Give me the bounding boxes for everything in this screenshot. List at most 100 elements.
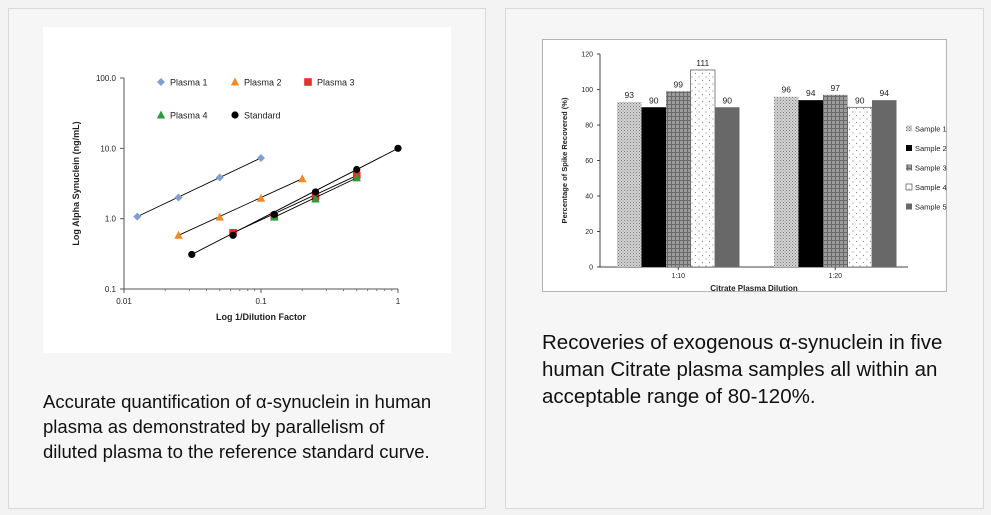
- y-tick-label: 80: [585, 123, 593, 130]
- legend-item: Plasma 4: [156, 110, 208, 121]
- data-point: [174, 193, 183, 202]
- parallelism-chart-svg: 0.1 1.0 10.0 100.0 0.01 0.1 1 Log 1/Dilution Fa…: [71, 74, 402, 322]
- series-plasma-4: [270, 173, 361, 221]
- legend-item: Sample 3: [906, 164, 947, 173]
- legend-label: Sample 5: [915, 203, 947, 212]
- x-axis-title: Log 1/Dilution Factor: [216, 312, 306, 322]
- series-trendline: [232, 175, 357, 234]
- y-tick-label: 60: [585, 158, 593, 165]
- series-trendline: [178, 178, 303, 236]
- bar: [641, 107, 666, 267]
- legend-swatch: [906, 145, 912, 151]
- legend-item: Plasma 3: [304, 78, 355, 88]
- data-point: [311, 188, 320, 196]
- data-point: [353, 165, 361, 174]
- bar-value-label: 99: [674, 79, 684, 89]
- legend-label: Standard: [244, 111, 281, 121]
- bar-value-label: 94: [880, 88, 890, 98]
- legend-item: Sample 1: [906, 125, 947, 134]
- legend-swatch: [906, 203, 912, 210]
- y-axis-title: Percentage of Spike Recovered (%): [560, 97, 569, 223]
- bar: [690, 69, 716, 268]
- data-point: [215, 212, 224, 221]
- legend-label: Sample 1: [915, 125, 947, 134]
- bar-value-label: 90: [649, 95, 659, 105]
- legend-item: Sample 4: [905, 183, 947, 192]
- legend-label: Sample 2: [915, 144, 947, 153]
- data-point: [311, 194, 320, 203]
- bar: [617, 101, 642, 267]
- series-trendline: [137, 157, 262, 218]
- data-point: [133, 212, 142, 221]
- legend-item: Plasma 2: [230, 77, 282, 88]
- data-point: [394, 144, 402, 152]
- legend-swatch: [905, 183, 913, 191]
- legend-marker: [304, 78, 312, 86]
- legend-marker: [157, 78, 165, 86]
- recovery-chart: 0 20 40 60 80 100 120 Percentage of Spike Recov…: [542, 39, 947, 294]
- bar-value-label: 96: [782, 85, 792, 95]
- x-tick-label: 0.1: [255, 297, 267, 306]
- right-panel: 0 20 40 60 80 100 120 Percentage of Spike Recov…: [505, 8, 984, 509]
- legend-item: Standard: [231, 111, 281, 121]
- caption-right: Recoveries of exogenous α-synuclein in f…: [542, 331, 943, 408]
- y-tick-label: 100: [581, 87, 593, 94]
- x-axis-title: Citrate Plasma Dilution: [710, 284, 798, 293]
- legend-label: Plasma 1: [170, 78, 208, 88]
- data-point: [298, 174, 307, 183]
- data-point: [270, 210, 278, 218]
- bar-value-label: 94: [806, 88, 816, 98]
- series-plasma-1: [133, 153, 265, 221]
- caption-left: Accurate quantification of α-synuclein i…: [43, 391, 432, 462]
- recovery-chart-svg: 0 20 40 60 80 100 120 Percentage of Spike Recov…: [560, 52, 947, 294]
- data-point: [188, 250, 196, 259]
- legend-label: Plasma 4: [170, 111, 208, 121]
- bar: [774, 96, 799, 267]
- y-axis-title: Log Alpha Synuclein (ng/mL): [71, 121, 81, 245]
- y-tick-label: 1.0: [105, 215, 117, 224]
- legend-label: Plasma 3: [317, 78, 355, 88]
- series-plasma-3: [229, 171, 361, 237]
- y-tick-label: 10.0: [100, 144, 116, 153]
- y-tick-label: 0: [589, 265, 593, 272]
- x-tick-label: 1: [396, 297, 401, 306]
- y-tick-label: 120: [581, 52, 593, 59]
- bar: [798, 100, 823, 268]
- y-tick-label: 40: [585, 194, 593, 201]
- legend-label: Sample 3: [915, 164, 947, 173]
- x-tick-label: 0.01: [116, 297, 132, 306]
- data-point: [215, 173, 224, 182]
- bar: [847, 106, 873, 268]
- bar: [823, 94, 848, 267]
- legend-item: Sample 2: [906, 144, 947, 153]
- bar: [666, 91, 691, 268]
- data-point: [257, 153, 265, 162]
- parallelism-chart: 0.1 1.0 10.0 100.0 0.01 0.1 1 Log 1/Dilution Fa…: [43, 27, 451, 353]
- legend-marker: [230, 77, 240, 86]
- legend-label: Plasma 2: [244, 78, 282, 88]
- series-standard: [188, 144, 402, 259]
- x-tick-label: 1:20: [828, 273, 842, 280]
- series-trendline: [191, 147, 399, 255]
- bar-value-label: 90: [723, 95, 733, 105]
- bar-value-label: 97: [831, 83, 841, 93]
- legend-marker: [156, 110, 166, 119]
- bar-value-label: 90: [855, 95, 865, 105]
- legend-item: Sample 5: [906, 203, 947, 212]
- y-tick-label: 100.0: [96, 74, 117, 83]
- series-plasma-2: [174, 174, 307, 239]
- data-point: [352, 173, 361, 182]
- legend-item: Plasma 1: [157, 78, 208, 88]
- left-panel: 0.1 1.0 10.0 100.0 0.01 0.1 1 Log 1/Dilution Fa…: [8, 8, 486, 509]
- legend-swatch: [906, 164, 912, 171]
- legend-marker: [231, 111, 239, 119]
- x-tick-label: 1:10: [671, 273, 685, 280]
- legend-swatch: [906, 125, 912, 132]
- bar-value-label: 111: [696, 58, 709, 68]
- bar: [872, 100, 897, 268]
- data-point: [256, 193, 266, 202]
- data-point: [174, 230, 183, 239]
- bar: [715, 107, 740, 267]
- y-tick-label: 0.1: [105, 285, 117, 294]
- y-tick-label: 20: [585, 229, 593, 236]
